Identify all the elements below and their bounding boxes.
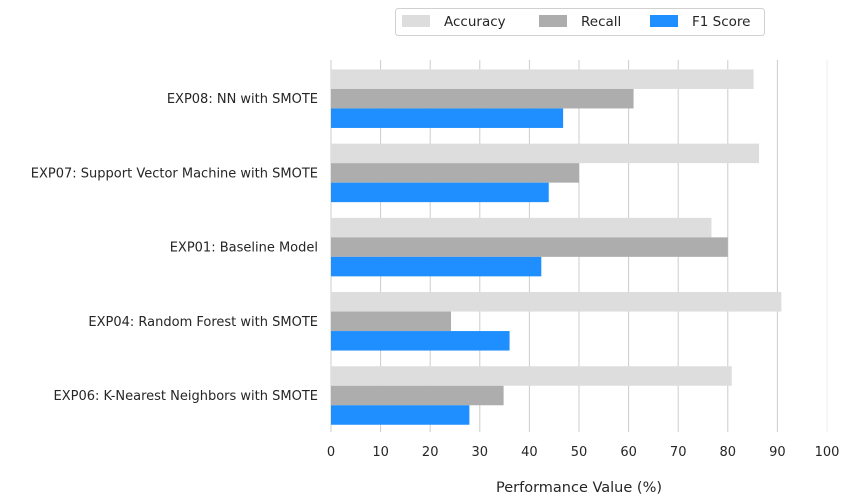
y-category-label: EXP07: Support Vector Machine with SMOTE <box>31 166 318 181</box>
bar-f1-score <box>331 108 564 128</box>
x-tick-label: 20 <box>422 445 439 460</box>
bar-recall <box>331 163 579 183</box>
legend-label: Accuracy <box>444 14 506 30</box>
x-tick-label: 30 <box>472 445 489 460</box>
x-tick-label: 60 <box>620 445 637 460</box>
x-tick-label: 100 <box>815 445 840 460</box>
x-tick-label: 50 <box>571 445 588 460</box>
y-axis-categories: EXP08: NN with SMOTE EXP07: Support Vecto… <box>31 92 318 404</box>
x-tick-label: 0 <box>327 445 335 460</box>
bar-accuracy <box>331 69 754 89</box>
y-category-label: EXP01: Baseline Model <box>170 241 318 256</box>
legend-label: Recall <box>581 14 621 30</box>
bar-accuracy <box>331 366 732 386</box>
x-tick-label: 10 <box>372 445 389 460</box>
bars <box>331 69 782 425</box>
bar-recall <box>331 311 452 332</box>
bar-f1-score <box>331 182 549 203</box>
bar-f1-score <box>331 331 510 351</box>
y-category-label: EXP04: Random Forest with SMOTE <box>88 315 318 330</box>
y-category-label: EXP06: K-Nearest Neighbors with SMOTE <box>54 389 318 404</box>
bar-accuracy <box>331 217 712 238</box>
legend-label: F1 Score <box>692 14 750 30</box>
x-tick-label: 70 <box>670 445 687 460</box>
bar-recall <box>331 237 728 257</box>
x-tick-label: 80 <box>720 445 737 460</box>
x-axis-title: Performance Value (%) <box>496 480 662 496</box>
legend: Accuracy Recall F1 Score <box>395 8 765 36</box>
bar-accuracy <box>331 143 760 164</box>
bar-f1-score <box>331 256 542 277</box>
bar-accuracy <box>331 292 782 312</box>
legend-swatch <box>402 15 430 27</box>
bar-f1-score <box>331 405 470 425</box>
legend-swatch <box>539 15 567 27</box>
x-axis-ticks: 0 10 20 30 40 50 60 70 80 90 100 <box>327 445 840 460</box>
legend-swatch <box>650 15 678 27</box>
x-tick-label: 40 <box>521 445 538 460</box>
x-tick-label: 90 <box>769 445 786 460</box>
y-category-label: EXP08: NN with SMOTE <box>167 92 318 107</box>
bar-recall <box>331 385 504 406</box>
bar-recall <box>331 88 634 109</box>
